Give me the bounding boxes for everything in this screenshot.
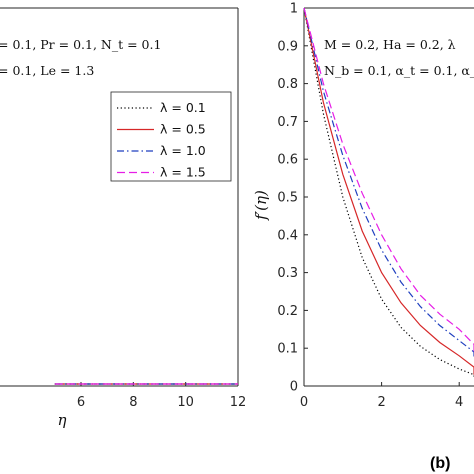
panel-b-series-line xyxy=(303,7,474,375)
panel-a-x-label: η xyxy=(58,411,67,429)
panel-b-annotation-line-2: N_b = 0.1, α_t = 0.1, α_c xyxy=(324,63,474,78)
panel-b-y-tick-label: 0.3 xyxy=(277,266,298,281)
panel-b-ticks: 0 0.1 0.2 0.3 0.4 0.5 0.6 0.7 0.8 0.9 1 0 2 4 xyxy=(277,2,463,411)
panel-b-label: (b) xyxy=(430,455,450,472)
legend-label: λ = 1.5 xyxy=(160,165,206,180)
panel-b-series-line xyxy=(303,7,474,379)
panel-a-x-tick-label: 12 xyxy=(230,395,247,410)
panel-b-series-line xyxy=(303,7,474,360)
panel-b-y-tick-label: 0.1 xyxy=(277,342,298,357)
panel-a-legend: λ = 0.1 λ = 0.5 λ = 1.0 λ = 1.5 xyxy=(110,91,232,182)
panel-b-y-tick-label: 0.8 xyxy=(277,77,298,92)
legend-label: λ = 1.0 xyxy=(160,143,206,158)
panel-b-y-tick-label: 1 xyxy=(290,2,298,17)
panel-b-x-tick-label: 2 xyxy=(377,395,385,410)
legend-label: λ = 0.1 xyxy=(160,100,206,115)
panel-b-y-tick-label: 0.4 xyxy=(277,228,298,243)
panel-b-y-tick-label: 0.2 xyxy=(277,304,298,319)
panel-b-y-label: f′(η) xyxy=(252,190,270,221)
panel-b-x-tick-label: 4 xyxy=(455,395,463,410)
panel-b: 0 0.1 0.2 0.3 0.4 0.5 0.6 0.7 0.8 0.9 1 0 2 4 M = 0.2… xyxy=(252,2,474,472)
panel-a-x-tick-label: 8 xyxy=(129,395,137,410)
legend-label: λ = 0.5 xyxy=(160,122,206,137)
panel-b-y-tick-label: 0.7 xyxy=(277,115,298,130)
panel-a-x-tick-label: 6 xyxy=(77,395,85,410)
panel-b-series xyxy=(303,7,474,379)
panel-a-x-ticks: 6 8 10 12 xyxy=(77,382,246,410)
panel-a-annotation-line-1: = 0.1, Pr = 0.1, N_t = 0.1 xyxy=(0,37,161,52)
panel-b-y-tick-label: 0.9 xyxy=(277,39,298,54)
panel-a: 6 8 10 12 = 0.1, Pr = 0.1, N_t = 0.1 = 0.1,… xyxy=(0,7,246,429)
legend-items: λ = 0.1 λ = 0.5 λ = 1.0 λ = 1.5 xyxy=(117,100,206,180)
panel-a-annotation-line-2: = 0.1, Le = 1.3 xyxy=(0,63,94,78)
panel-b-y-tick-label: 0 xyxy=(290,380,298,395)
panel-b-y-tick-label: 0.6 xyxy=(277,153,298,168)
panel-b-x-tick-label: 0 xyxy=(300,395,308,410)
panel-b-series-line xyxy=(303,7,474,352)
legend-box xyxy=(110,91,232,182)
panel-a-x-tick-label: 10 xyxy=(177,395,194,410)
panel-b-y-tick-label: 0.5 xyxy=(277,191,298,206)
panel-b-annotation-line-1: M = 0.2, Ha = 0.2, λ xyxy=(324,37,456,52)
